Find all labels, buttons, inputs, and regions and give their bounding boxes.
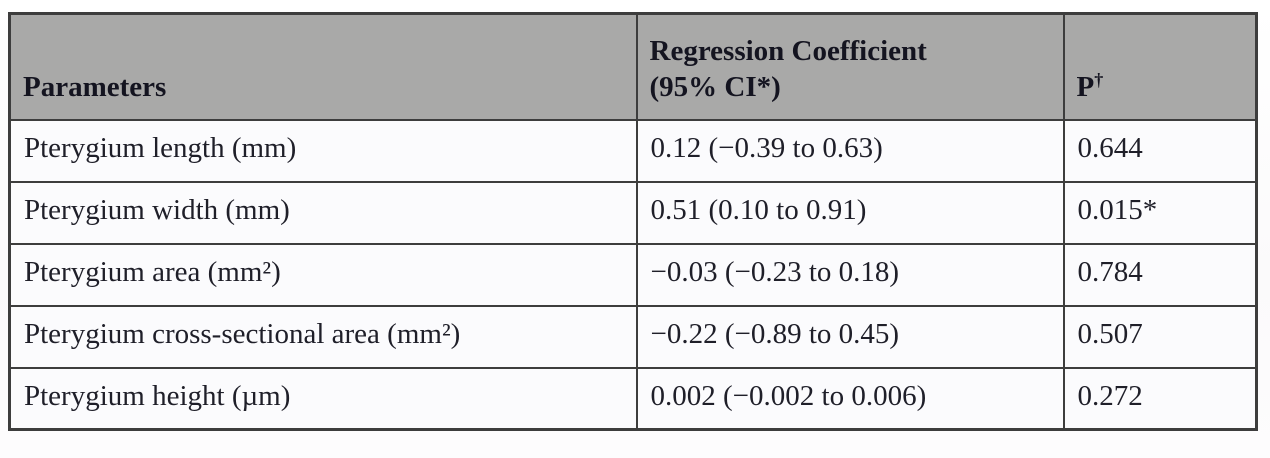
p-header-dagger: †	[1094, 68, 1104, 89]
coefficient-cell: 0.51 (0.10 to 0.91)	[635, 180, 1065, 245]
table-row: Pterygium height (µm) 0.002 (−0.002 to 0.…	[8, 366, 1258, 431]
p-value-cell: 0.644	[1062, 118, 1258, 183]
p-value-cell: 0.272	[1062, 366, 1258, 431]
table-row: Pterygium cross-sectional area (mm²) −0.2…	[8, 304, 1258, 369]
parameter-cell: Pterygium area (mm²)	[8, 242, 638, 307]
table-header: Parameters Regression Coefficient (95% C…	[8, 12, 1258, 121]
p-value-cell: 0.015*	[1062, 180, 1258, 245]
coefficient-cell: −0.22 (−0.89 to 0.45)	[635, 304, 1065, 369]
parameters-column-header: Parameters	[8, 12, 638, 121]
coefficient-cell: 0.002 (−0.002 to 0.006)	[635, 366, 1065, 431]
p-value-cell: 0.507	[1062, 304, 1258, 369]
table-row: Pterygium area (mm²) −0.03 (−0.23 to 0.18…	[8, 242, 1258, 307]
parameter-cell: Pterygium length (mm)	[8, 118, 638, 183]
coefficient-cell: −0.03 (−0.23 to 0.18)	[635, 242, 1065, 307]
regression-results-table: Parameters Regression Coefficient (95% C…	[8, 12, 1258, 431]
parameter-cell: Pterygium height (µm)	[8, 366, 638, 431]
table-row: Pterygium length (mm) 0.12 (−0.39 to 0.63…	[8, 118, 1258, 183]
parameters-header-label: Parameters	[23, 70, 167, 103]
regression-coefficient-header-line1: Regression Coefficient	[649, 34, 927, 67]
coefficient-cell: 0.12 (−0.39 to 0.63)	[635, 118, 1065, 183]
header-row: Parameters Regression Coefficient (95% C…	[8, 12, 1258, 121]
regression-coefficient-header-line2: (95% CI*)	[649, 70, 781, 103]
p-value-column-header: P†	[1062, 12, 1258, 121]
p-header-label: P	[1076, 70, 1095, 103]
parameter-cell: Pterygium cross-sectional area (mm²)	[8, 304, 638, 369]
p-value-cell: 0.784	[1062, 242, 1258, 307]
parameter-cell: Pterygium width (mm)	[8, 180, 638, 245]
table-row: Pterygium width (mm) 0.51 (0.10 to 0.91) 0…	[8, 180, 1258, 245]
table-body: Pterygium length (mm) 0.12 (−0.39 to 0.63…	[8, 118, 1258, 431]
regression-coefficient-column-header: Regression Coefficient (95% CI*)	[635, 12, 1065, 121]
